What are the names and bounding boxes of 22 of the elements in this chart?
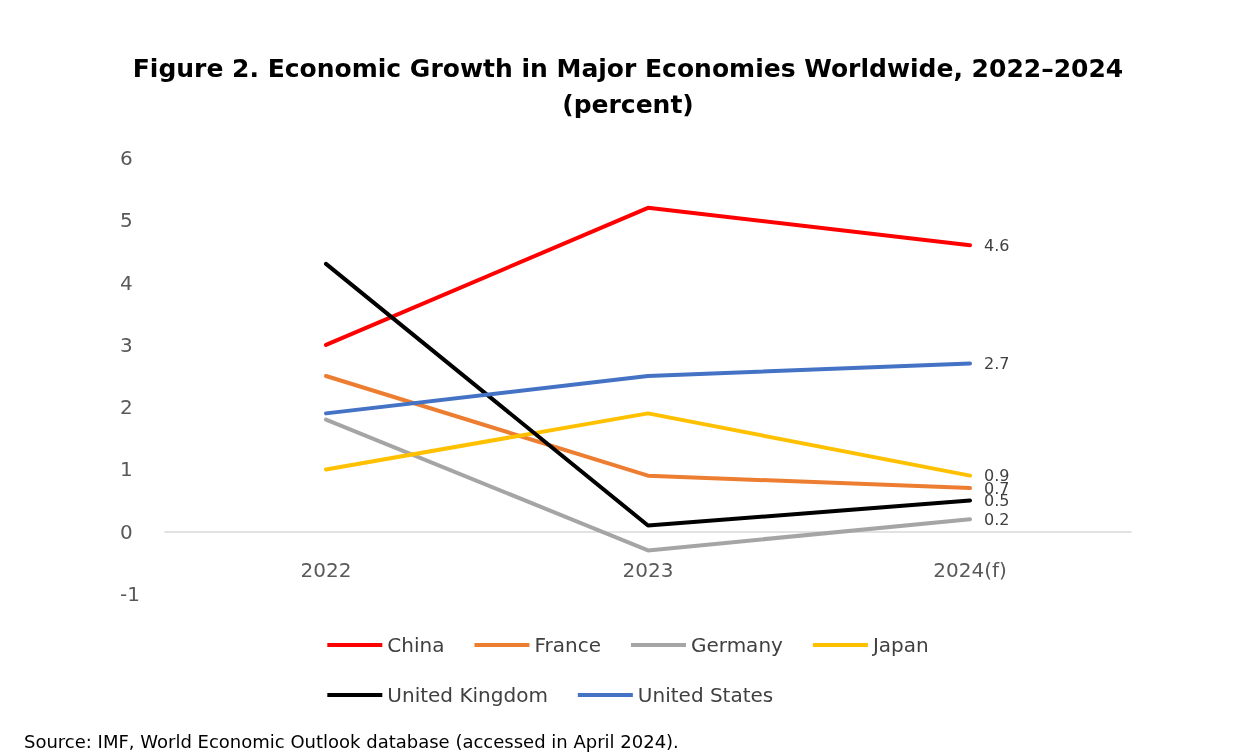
y-tick-label: 6 [120, 146, 133, 170]
y-tick-label: -1 [120, 582, 140, 606]
y-tick-label: 3 [120, 332, 133, 357]
legend-label: United States [637, 683, 774, 707]
legend-label: China [387, 633, 445, 657]
x-tick-label: 2023 [622, 557, 674, 582]
y-tick-label: 1 [120, 457, 133, 482]
y-tick-label: 5 [120, 208, 133, 233]
data-label: 2.7 [984, 354, 1010, 374]
y-tick-label: 2 [120, 395, 133, 420]
legend-label: Germany [690, 633, 784, 657]
data-label: 0.2 [984, 509, 1010, 529]
source-note: Source: IMF, World Economic Outlook database (accessed in April 2024). [24, 730, 679, 752]
x-tick-label: 2024(f) [933, 557, 1007, 582]
y-tick-label: 4 [120, 270, 133, 295]
y-tick-label: 0 [120, 519, 133, 544]
chart-title: Figure 2. Economic Growth in Major Economies Worldwide, 2022–2024 (percent) [132, 53, 1124, 119]
legend-label: United Kingdom [387, 683, 548, 707]
legend-label: Japan [870, 633, 929, 657]
legend-label: France [534, 633, 601, 657]
x-tick-label: 2022 [300, 557, 352, 582]
data-label: 4.6 [984, 235, 1010, 255]
